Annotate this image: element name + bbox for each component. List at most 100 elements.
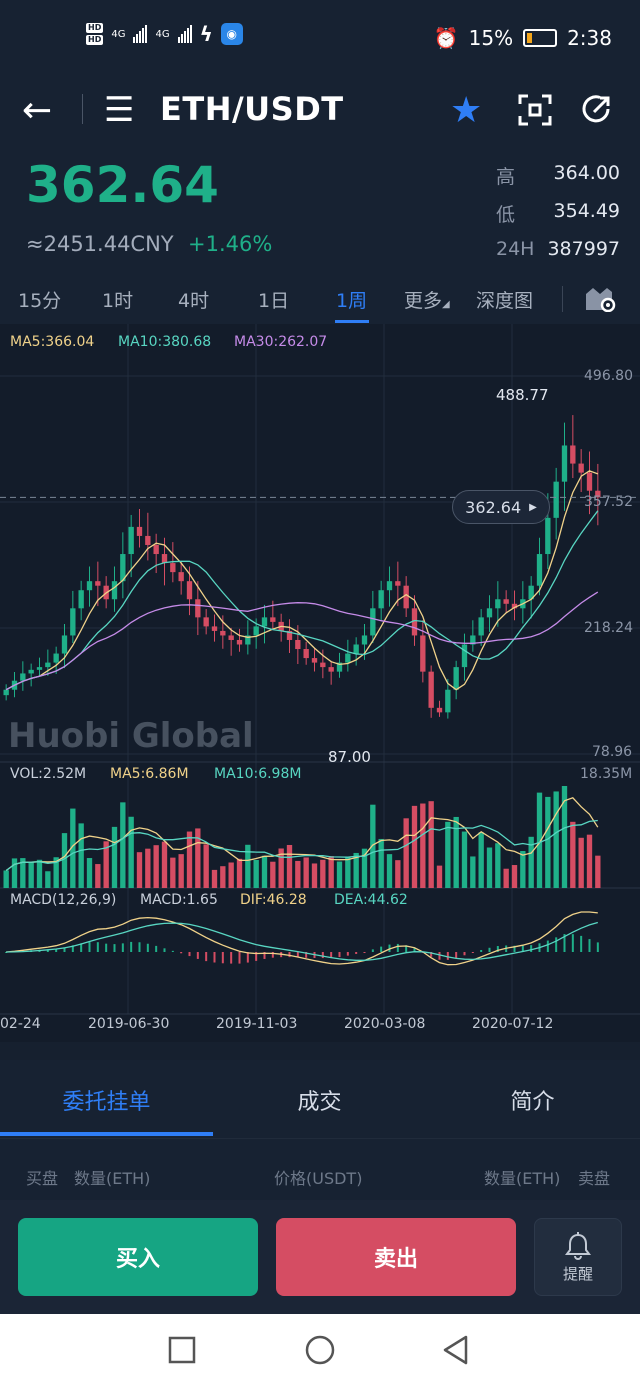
candle-body xyxy=(253,626,259,636)
macd-bar xyxy=(221,952,224,964)
triangle-down-icon: ◢ xyxy=(442,299,450,310)
pair-title[interactable]: ETH/USDT xyxy=(160,90,344,128)
current-price-tag[interactable]: 362.64 ▶ xyxy=(452,490,550,524)
candle-body xyxy=(470,635,476,645)
candle-body xyxy=(245,635,251,645)
candle-body xyxy=(403,585,409,609)
candle-body xyxy=(303,649,309,659)
volume-bar xyxy=(228,862,234,888)
macd-bar xyxy=(180,952,183,954)
volume-bar xyxy=(445,821,451,888)
home-icon[interactable] xyxy=(304,1334,336,1366)
status-left: HD HD 4G 4G ϟ ◉ xyxy=(86,22,243,46)
macd-bar xyxy=(146,943,149,952)
dif-value: DIF:46.28 xyxy=(240,892,307,908)
volume-bar xyxy=(303,857,309,888)
macd-bar xyxy=(246,952,249,963)
candle-body xyxy=(511,603,518,609)
detail-tabs: 委托挂单 成交 简介 xyxy=(0,1060,640,1138)
macd-bar xyxy=(105,943,108,952)
back-triangle-icon[interactable] xyxy=(440,1334,472,1366)
back-arrow-icon[interactable]: ← xyxy=(22,90,53,131)
candle-body xyxy=(36,667,43,670)
candle-body xyxy=(420,635,426,672)
tab-1w[interactable]: 1周 xyxy=(336,290,368,312)
candle-body xyxy=(453,667,459,690)
macd-bar xyxy=(371,949,374,952)
price-axis-label: 357.52 xyxy=(584,494,633,510)
volume-bar xyxy=(320,859,326,888)
candle-body xyxy=(286,630,293,640)
macd-bar xyxy=(196,952,199,959)
macd-bar xyxy=(488,947,491,952)
tab-1d[interactable]: 1日 xyxy=(258,290,290,312)
volume-bar xyxy=(203,844,209,888)
volume-bar xyxy=(578,837,584,888)
volume-bar xyxy=(395,860,401,888)
tab-depth[interactable]: 深度图 xyxy=(476,290,534,312)
macd-bar xyxy=(580,935,583,952)
recent-apps-icon[interactable] xyxy=(166,1334,198,1366)
star-icon[interactable]: ★ xyxy=(450,90,483,131)
volume-bar xyxy=(195,828,201,888)
chart-settings-icon[interactable] xyxy=(584,284,616,312)
scan-icon[interactable] xyxy=(518,94,552,126)
volume-bar xyxy=(586,834,593,888)
candle-body xyxy=(328,667,334,672)
volume-bar xyxy=(553,791,559,888)
price-alert-button[interactable]: 提醒 xyxy=(534,1218,622,1296)
candle-body xyxy=(378,590,384,609)
tab-more[interactable]: 更多◢ xyxy=(404,286,450,313)
tab-info[interactable]: 简介 xyxy=(510,1090,555,1115)
current-price-value: 362.64 xyxy=(465,497,522,517)
macd-bar xyxy=(230,952,233,964)
action-bar: 买入 卖出 提醒 xyxy=(0,1200,640,1314)
candle-body xyxy=(436,707,443,713)
volume-bar xyxy=(278,848,284,888)
candle-body xyxy=(553,481,559,518)
tab-4h[interactable]: 4时 xyxy=(178,290,210,312)
candle-body xyxy=(120,554,126,582)
stat-label: 高 xyxy=(496,166,516,188)
macd-bar xyxy=(463,952,466,956)
volume-bar xyxy=(211,869,218,888)
macd-bar xyxy=(96,942,99,952)
alert-label: 提醒 xyxy=(562,1264,593,1283)
vol-ma10-line xyxy=(5,819,598,872)
menu-icon[interactable]: ☰ xyxy=(104,90,135,130)
buy-button[interactable]: 买入 xyxy=(18,1218,258,1296)
x-axis-label: 2020-03-08 xyxy=(344,1016,426,1032)
tab-trades[interactable]: 成交 xyxy=(297,1090,342,1115)
tab-1h[interactable]: 1时 xyxy=(102,290,134,312)
macd-bar xyxy=(188,952,191,957)
price-axis-label: 78.96 xyxy=(592,744,633,760)
candle-body xyxy=(486,608,493,618)
volume-bar xyxy=(495,843,501,888)
macd-bar xyxy=(138,942,141,952)
macd-bar xyxy=(338,952,341,958)
volume-bar xyxy=(61,833,68,888)
kline-chart[interactable]: MA5:366.04 MA10:380.68 MA30:262.07 496.8… xyxy=(0,324,640,1042)
vol-ma5-legend: MA5:6.86M xyxy=(110,766,189,782)
app-notification-icon: ◉ xyxy=(220,23,243,45)
candle-body xyxy=(428,671,434,708)
share-icon[interactable] xyxy=(580,92,614,126)
tab-15m[interactable]: 15分 xyxy=(18,290,62,312)
volume-bar xyxy=(161,841,168,888)
candle-body xyxy=(70,608,76,636)
macd-bar xyxy=(355,952,358,954)
status-bar: HD HD 4G 4G ϟ ◉ ⏰ 15% 2:38 xyxy=(0,0,640,80)
macd-bar xyxy=(238,952,241,964)
volume-bar xyxy=(53,857,59,888)
volume-bar xyxy=(120,802,126,888)
volume-bar xyxy=(470,856,476,888)
vol-ma10-legend: MA10:6.98M xyxy=(214,766,302,782)
volume-bar xyxy=(453,816,459,888)
macd-bar xyxy=(346,952,349,956)
vol-legend: VOL:2.52M xyxy=(10,766,87,782)
tab-orders[interactable]: 委托挂单 xyxy=(62,1090,151,1115)
candle-body xyxy=(261,617,268,627)
sell-button[interactable]: 卖出 xyxy=(276,1218,516,1296)
macd-bar xyxy=(480,950,483,952)
volume-bar xyxy=(295,860,301,888)
